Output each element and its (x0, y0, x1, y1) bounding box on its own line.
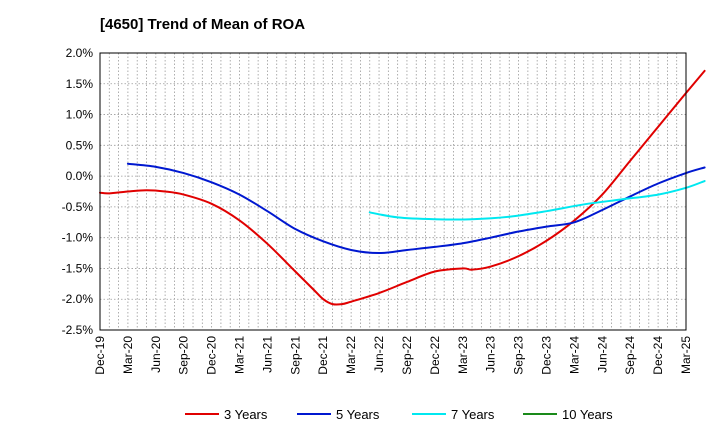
x-tick-label: Mar-20 (121, 336, 135, 374)
x-tick-label: Dec-21 (316, 336, 330, 375)
legend-label: 10 Years (562, 407, 613, 422)
x-tick-label: Dec-20 (205, 336, 219, 375)
series-layer (99, 69, 706, 306)
legend-label: 7 Years (451, 407, 495, 422)
series-line-5-years (126, 162, 706, 255)
y-tick-label: 1.0% (66, 108, 94, 122)
y-tick-label: -1.5% (62, 261, 94, 275)
x-tick-label: Jun-22 (372, 336, 386, 373)
legend-label: 3 Years (224, 407, 268, 422)
y-tick-label: 0.5% (66, 138, 94, 152)
x-tick-label: Jun-23 (484, 336, 498, 373)
y-axis-tick-labels: 2.0% 1.5% 1.0% 0.5% 0.0% -0.5% -1.0% -1.5% -2.0%… (62, 46, 94, 337)
x-tick-label: Jun-21 (260, 336, 274, 373)
chart-title: [4650] Trend of Mean of ROA (100, 16, 305, 33)
x-tick-label: Dec-22 (428, 336, 442, 375)
x-tick-label: Dec-19 (93, 336, 107, 375)
legend-label: 5 Years (336, 407, 380, 422)
x-tick-label: Sep-20 (177, 336, 191, 375)
series-line-7-years (368, 180, 706, 221)
y-tick-label: -2.0% (62, 292, 94, 306)
x-tick-label: Sep-23 (512, 336, 526, 375)
x-tick-label: Sep-24 (623, 336, 637, 375)
x-axis-tick-labels: Dec-19 Mar-20 Jun-20 Sep-20 Dec-20 Mar-21 Jun-… (93, 336, 693, 375)
legend: 3 Years 5 Years 7 Years 10 Years (185, 407, 613, 422)
x-tick-label: Jun-20 (149, 336, 163, 373)
x-tick-label: Mar-22 (344, 336, 358, 374)
x-tick-label: Sep-22 (400, 336, 414, 375)
x-tick-label: Dec-24 (651, 336, 665, 375)
x-tick-label: Dec-23 (539, 336, 553, 375)
series-line-3-years (99, 69, 706, 306)
y-tick-label: 1.5% (66, 77, 94, 91)
x-tick-label: Mar-24 (567, 336, 581, 374)
grid-lines (100, 52, 686, 331)
y-tick-label: -0.5% (62, 200, 94, 214)
y-tick-label: 2.0% (66, 46, 94, 60)
y-tick-label: -2.5% (62, 323, 94, 337)
x-tick-label: Mar-23 (456, 336, 470, 374)
x-tick-label: Mar-25 (679, 336, 693, 374)
y-tick-label: -1.0% (62, 231, 94, 245)
plot-frame (99, 52, 687, 331)
x-tick-label: Mar-21 (233, 336, 247, 374)
x-tick-label: Sep-21 (288, 336, 302, 375)
y-tick-label: 0.0% (66, 169, 94, 183)
x-tick-label: Jun-24 (595, 336, 609, 373)
